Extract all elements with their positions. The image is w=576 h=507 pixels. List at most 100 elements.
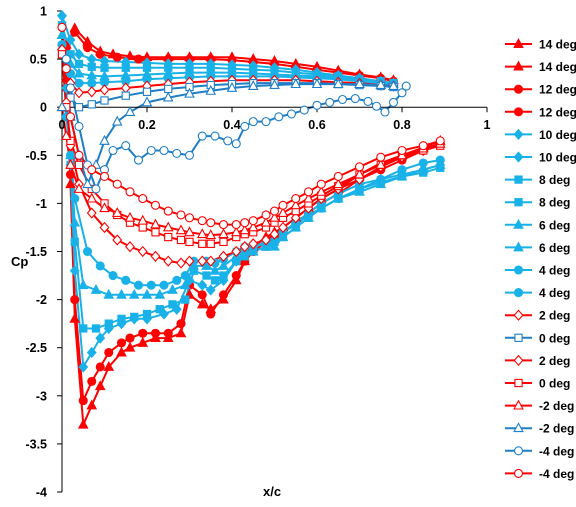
data-point — [354, 162, 365, 172]
data-point — [99, 221, 110, 234]
data-point — [99, 202, 110, 213]
data-point — [269, 79, 280, 90]
data-point — [332, 178, 344, 189]
data-point — [87, 376, 97, 386]
data-point — [299, 105, 309, 115]
data-point — [179, 279, 191, 290]
data-point — [90, 284, 102, 294]
legend-swatch-marker — [514, 378, 523, 388]
data-point — [65, 169, 76, 180]
data-point — [206, 218, 216, 228]
legend-label: 12 deg — [539, 83, 576, 97]
legend-swatch-marker — [513, 399, 524, 410]
data-point — [60, 130, 72, 141]
data-point — [70, 194, 80, 204]
data-point — [70, 237, 79, 247]
data-point — [202, 271, 211, 280]
data-point — [231, 245, 242, 258]
data-point — [65, 83, 76, 93]
data-point — [138, 223, 147, 232]
data-point — [435, 155, 445, 165]
legend-entry: -2 deg — [505, 422, 574, 436]
data-point — [138, 194, 148, 204]
legend-entry: 8 deg — [505, 173, 570, 187]
y-tick-label: 1 — [40, 5, 47, 19]
data-point — [65, 150, 76, 160]
data-point — [184, 213, 195, 223]
data-point — [261, 234, 271, 246]
legend-entry: -2 deg — [505, 399, 574, 413]
data-point — [277, 207, 289, 217]
data-point — [103, 360, 115, 371]
data-point — [197, 279, 208, 291]
legend-swatch-marker — [513, 241, 524, 252]
data-point — [108, 270, 118, 281]
data-point — [375, 158, 387, 169]
data-point — [70, 295, 80, 305]
legend-label: 14 deg — [539, 60, 576, 74]
data-point — [418, 158, 428, 168]
data-point — [116, 338, 127, 348]
data-point — [99, 134, 110, 145]
legend-label: -4 deg — [539, 444, 574, 458]
data-point — [219, 237, 228, 247]
legend-entry: -4 deg — [505, 467, 574, 481]
data-point — [61, 64, 71, 74]
y-axis-label: Cp — [11, 254, 28, 269]
data-point — [150, 200, 161, 210]
data-point — [240, 121, 250, 131]
data-point — [87, 62, 96, 71]
data-point — [261, 117, 271, 127]
data-point — [86, 346, 97, 359]
data-point — [205, 255, 216, 267]
data-point — [290, 212, 301, 224]
data-point — [274, 112, 284, 122]
data-point — [141, 96, 153, 107]
data-point — [223, 136, 233, 146]
legend-label: 0 deg — [539, 331, 570, 345]
data-point — [269, 228, 280, 240]
data-point — [197, 290, 207, 300]
legend-swatch-marker — [514, 198, 523, 207]
data-point — [325, 97, 335, 107]
x-tick-label: 0.6 — [308, 118, 325, 132]
data-point — [248, 238, 259, 250]
legend-label: 8 deg — [539, 196, 570, 210]
data-point — [94, 380, 106, 391]
data-point — [74, 87, 84, 99]
data-point — [111, 115, 123, 126]
data-point — [184, 87, 195, 98]
data-point — [354, 168, 365, 179]
data-point — [184, 255, 195, 267]
data-point — [316, 203, 326, 213]
legend-swatch-marker — [513, 84, 524, 94]
legend-swatch-marker — [513, 128, 524, 141]
data-point — [78, 361, 89, 373]
data-point — [206, 309, 216, 319]
data-point — [163, 206, 173, 216]
data-point — [197, 216, 207, 226]
data-point — [247, 80, 259, 90]
data-point — [112, 52, 122, 62]
data-point — [74, 48, 84, 60]
data-point — [248, 216, 258, 226]
data-point — [210, 276, 220, 285]
legend-entry: 2 deg — [505, 309, 570, 323]
data-point — [435, 136, 445, 146]
legend-entry: 2 deg — [505, 354, 570, 368]
data-point — [164, 232, 173, 242]
data-point — [247, 221, 259, 232]
data-point — [261, 210, 271, 220]
legend-label: 8 deg — [539, 173, 570, 187]
data-point — [69, 216, 81, 227]
y-tick-label: -2.5 — [25, 341, 47, 355]
data-point — [150, 218, 161, 229]
data-point — [142, 87, 152, 96]
legend: 14 deg 14 deg 12 deg 12 deg 10 deg 10 deg 8 de… — [505, 38, 576, 481]
data-point — [77, 279, 89, 290]
data-point — [218, 220, 229, 230]
data-point — [65, 158, 76, 169]
data-point — [397, 88, 407, 98]
data-point — [239, 241, 250, 253]
data-point — [286, 109, 297, 119]
